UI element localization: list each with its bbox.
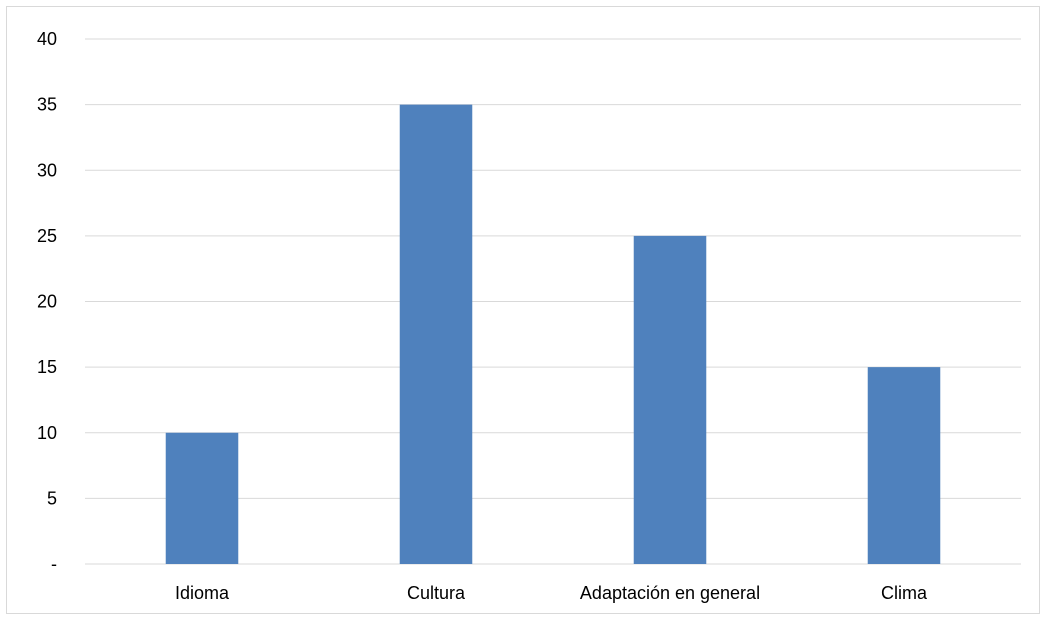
y-tick-label: 40 <box>37 29 57 49</box>
x-tick-label: Adaptación en general <box>580 583 760 603</box>
bar-idioma <box>165 432 239 564</box>
y-axis-tick-labels: - 5 10 15 20 25 30 35 40 <box>37 29 57 574</box>
y-tick-label: 35 <box>37 95 57 115</box>
y-tick-label: 15 <box>37 357 57 377</box>
x-axis-tick-labels: Idioma Cultura Adaptación en general Clima <box>175 583 928 603</box>
bars <box>165 104 941 564</box>
x-tick-label: Idioma <box>175 583 230 603</box>
bar-adaptación-en-general <box>633 235 707 564</box>
y-tick-label: 5 <box>47 488 57 508</box>
bar-clima <box>867 367 941 564</box>
chart-area: - 5 10 15 20 25 30 35 40 Idioma Cultura Adaptación… <box>6 6 1040 614</box>
x-tick-label: Cultura <box>407 583 466 603</box>
bar-chart: - 5 10 15 20 25 30 35 40 Idioma Cultura Adaptación… <box>37 29 1021 603</box>
y-tick-label: 25 <box>37 226 57 246</box>
x-tick-label: Clima <box>881 583 928 603</box>
y-tick-label: 10 <box>37 423 57 443</box>
bar-cultura <box>399 104 473 564</box>
y-tick-label: 20 <box>37 292 57 312</box>
y-tick-label: 30 <box>37 160 57 180</box>
y-tick-label: - <box>51 554 57 574</box>
gridlines <box>85 38 1021 565</box>
